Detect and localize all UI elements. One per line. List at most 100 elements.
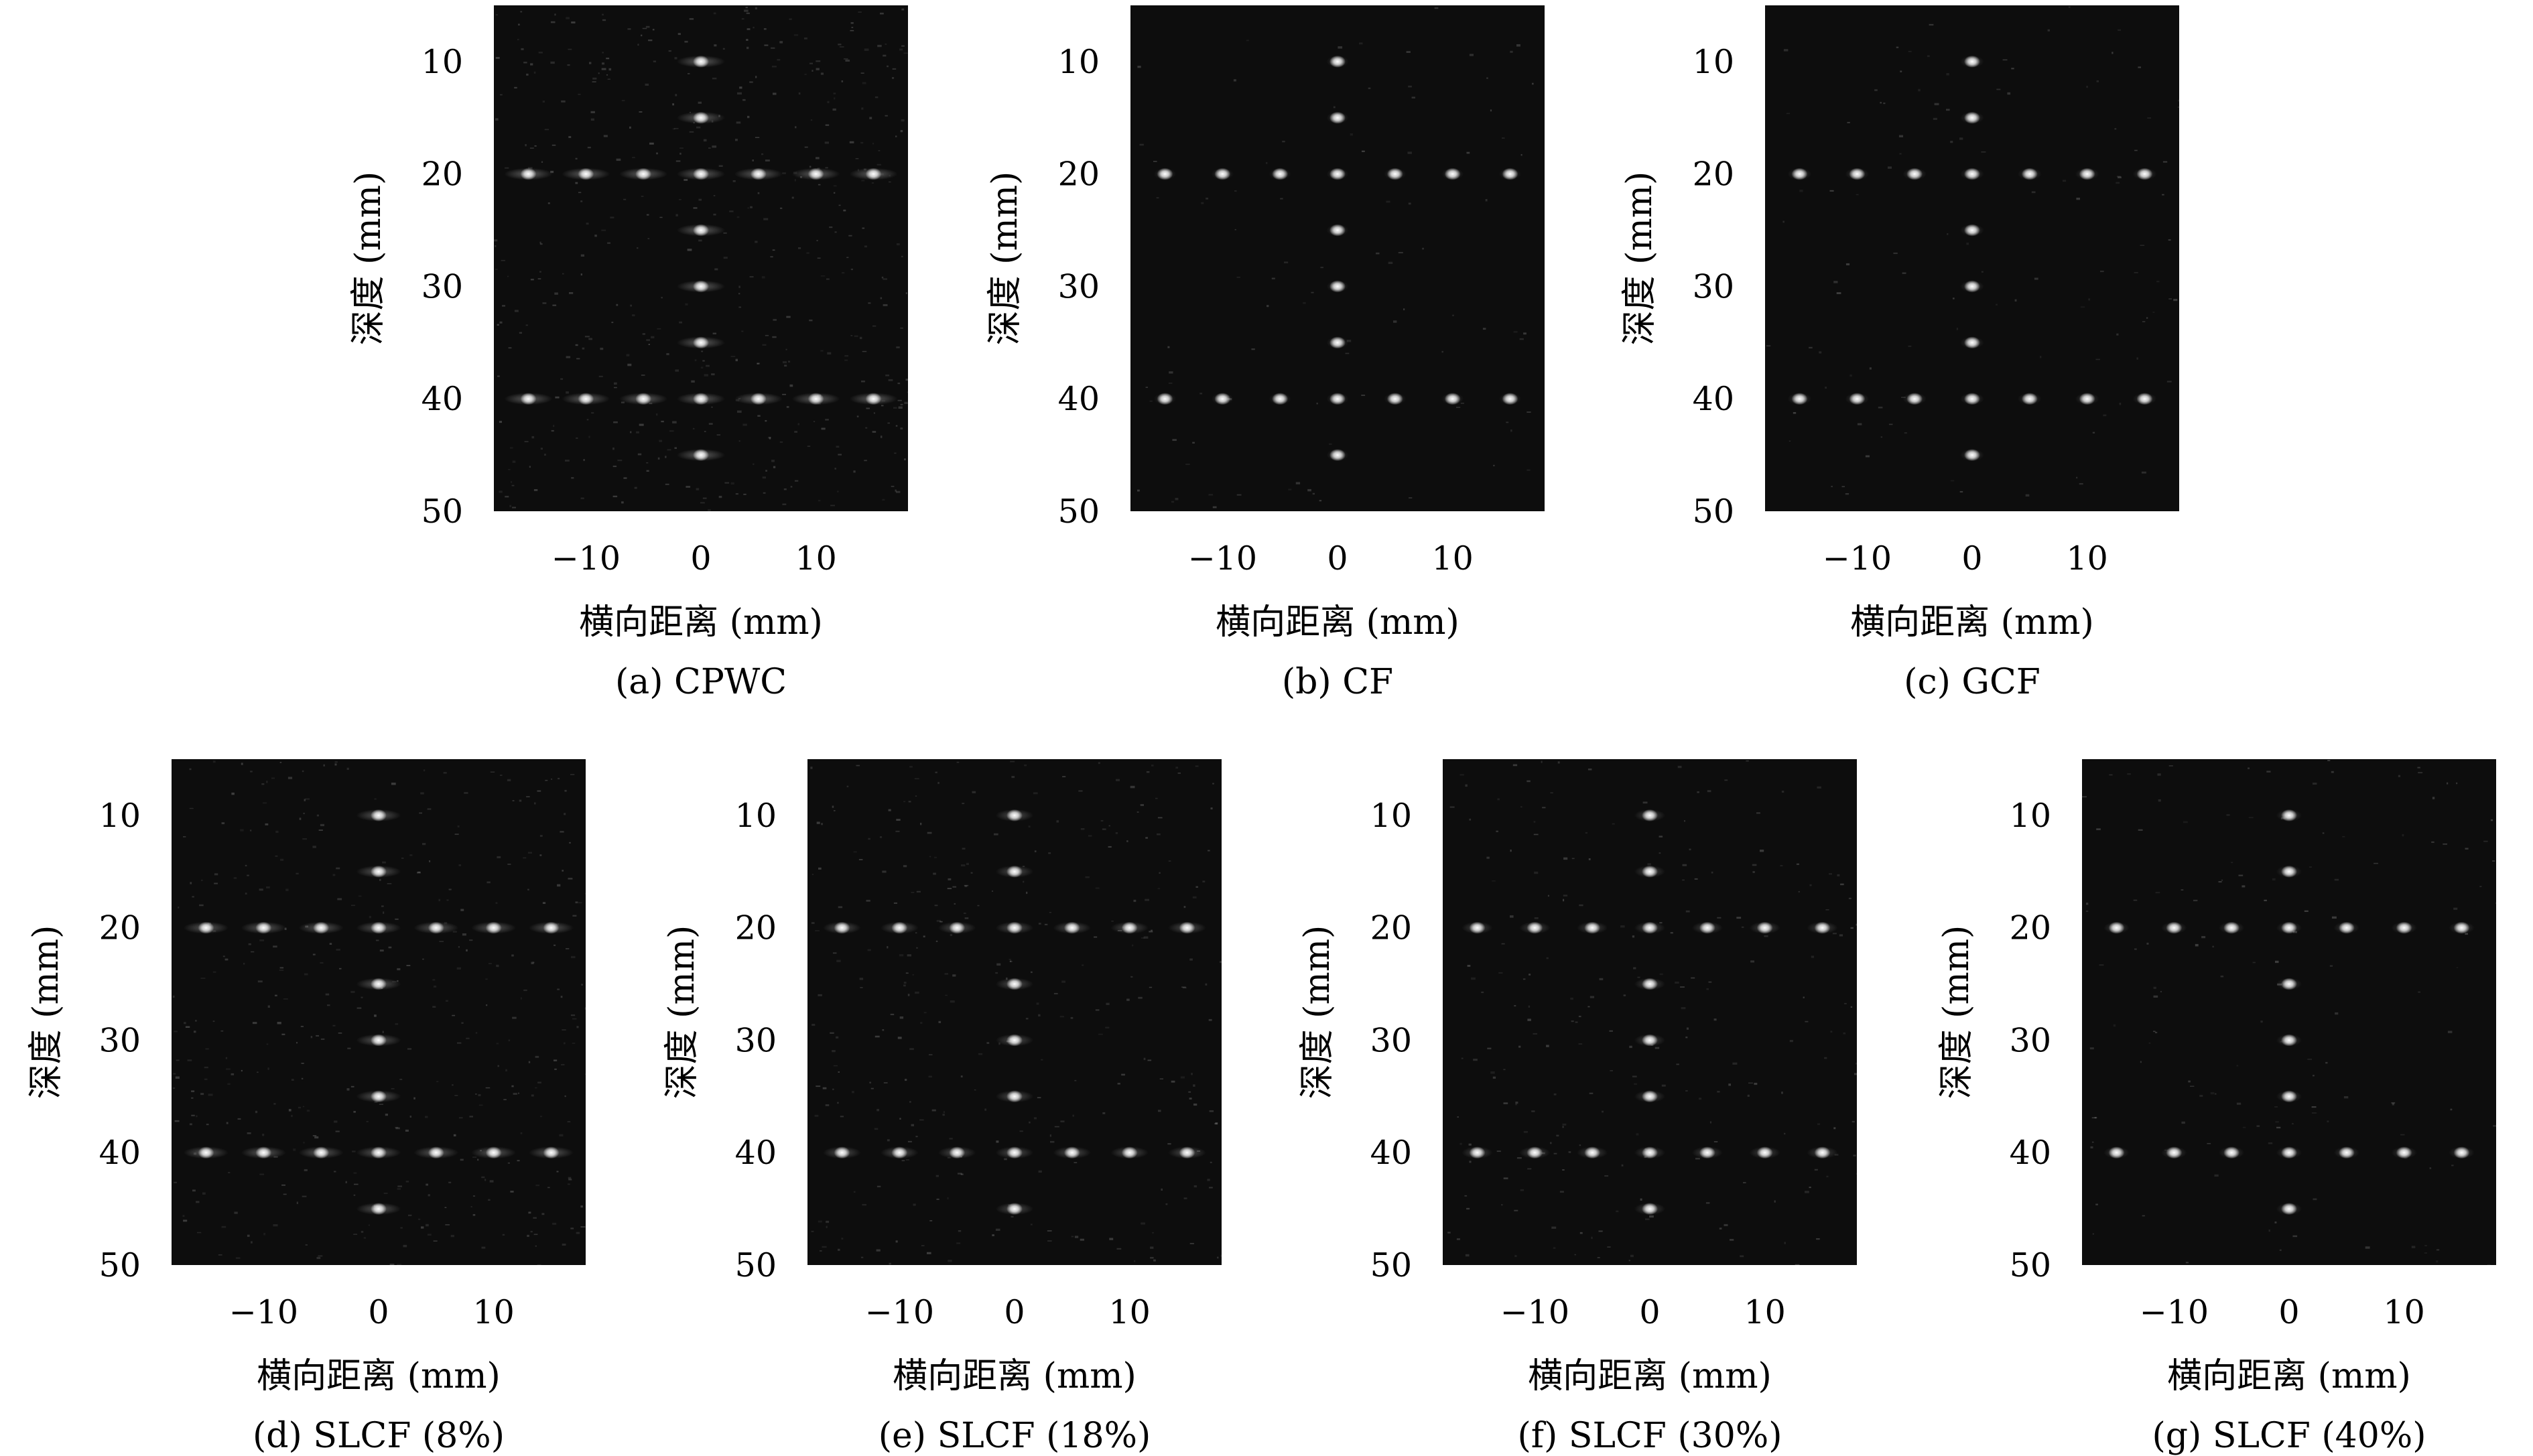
speckle [1609, 1030, 1613, 1032]
speckle [2207, 1142, 2211, 1144]
speckle [784, 365, 787, 367]
speckle [568, 1177, 572, 1179]
speckle [741, 18, 744, 19]
speckle [1009, 960, 1013, 962]
speckle [616, 158, 621, 161]
speckle [2268, 1142, 2273, 1144]
speckle [1848, 897, 1852, 899]
speckle [191, 1090, 195, 1092]
speckle [665, 483, 669, 485]
speckle [672, 103, 674, 106]
speckle [735, 358, 738, 362]
speckle [612, 465, 617, 468]
speckle [1207, 1179, 1210, 1181]
speckle [532, 962, 535, 964]
speckle [2199, 1095, 2203, 1098]
speckle [714, 44, 717, 47]
speckle [320, 962, 324, 964]
speckle [1049, 912, 1051, 913]
speckle [2158, 799, 2161, 802]
speckle [636, 431, 639, 434]
speckle [2248, 767, 2250, 769]
speckle [2092, 1233, 2094, 1235]
y-tick-label: 20 [735, 909, 777, 947]
speckle [381, 905, 384, 907]
point-target [2281, 1146, 2297, 1159]
speckle [837, 490, 839, 492]
speckle [1025, 1018, 1029, 1020]
speckle [1047, 1230, 1052, 1232]
speckle [770, 256, 773, 258]
speckle [2313, 1075, 2315, 1077]
panel-caption: (g) SLCF (40%) [2152, 1416, 2426, 1456]
speckle [1464, 1195, 1468, 1197]
speckle [454, 834, 459, 835]
point-target [1791, 168, 1808, 180]
speckle [527, 852, 532, 854]
speckle [1209, 1187, 1213, 1189]
speckle [1908, 50, 1912, 52]
speckle [1465, 784, 1468, 787]
speckle [627, 28, 631, 30]
speckle [312, 1135, 317, 1136]
speckle [233, 877, 237, 879]
speckle [1010, 760, 1015, 763]
point-target [1329, 280, 1346, 293]
speckle [788, 360, 791, 362]
speckle [302, 770, 304, 773]
speckle [281, 1033, 285, 1035]
speckle [334, 761, 338, 763]
speckle [460, 909, 464, 911]
speckle [860, 72, 864, 74]
speckle [551, 144, 556, 146]
speckle [569, 842, 571, 844]
speckle [1466, 151, 1470, 154]
speckle [192, 896, 194, 898]
speckle [1138, 996, 1143, 999]
speckle [457, 825, 460, 828]
speckle [2309, 866, 2312, 868]
speckle [1900, 70, 1902, 72]
speckle [1143, 1057, 1146, 1061]
speckle [301, 1077, 304, 1079]
point-target [1006, 1090, 1023, 1103]
speckle [1049, 1134, 1051, 1137]
x-tick-label: 10 [2066, 539, 2107, 578]
speckle [1070, 1016, 1074, 1019]
speckle [1562, 1169, 1565, 1171]
speckle [757, 362, 759, 365]
speckle [1533, 834, 1539, 836]
speckle [582, 347, 585, 350]
speckle [1570, 997, 1573, 1000]
speckle [1307, 488, 1311, 492]
speckle [916, 890, 921, 892]
speckle [470, 1206, 472, 1207]
speckle [826, 1226, 828, 1228]
speckle [519, 799, 522, 802]
speckle [626, 354, 630, 356]
speckle [336, 949, 340, 951]
speckle [1188, 1091, 1191, 1093]
y-tick-label: 40 [1370, 1134, 1412, 1172]
speckle [562, 273, 564, 275]
speckle [1756, 812, 1760, 814]
speckle [816, 60, 821, 62]
speckle [517, 1160, 520, 1162]
speckle [225, 1057, 228, 1059]
speckle [594, 235, 597, 237]
speckle [407, 1048, 412, 1050]
speckle [738, 293, 740, 295]
speckle [420, 792, 424, 795]
speckle [478, 1104, 483, 1106]
speckle [1510, 849, 1512, 852]
speckle [2034, 277, 2038, 280]
speckle [2268, 1229, 2270, 1232]
y-tick-label: 40 [1058, 380, 1100, 418]
speckle [708, 147, 711, 149]
speckle [199, 904, 204, 907]
speckle [231, 1073, 235, 1075]
speckle [334, 1171, 336, 1173]
speckle [816, 821, 820, 824]
speckle [1523, 332, 1527, 335]
